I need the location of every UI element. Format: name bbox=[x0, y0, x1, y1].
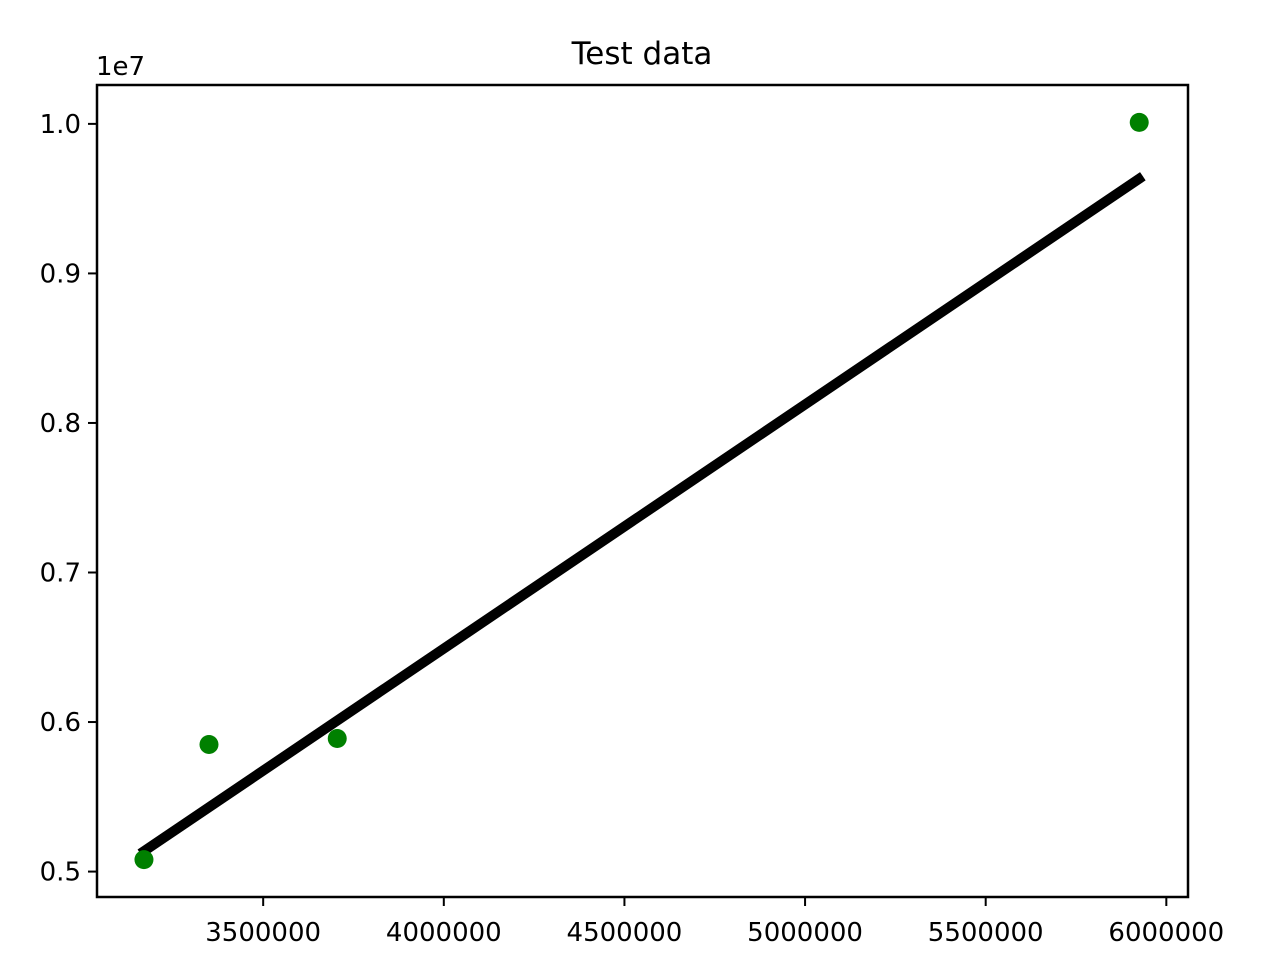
data-point bbox=[134, 850, 154, 870]
chart-title: Test data bbox=[571, 36, 713, 72]
y-tick-label: 0.5 bbox=[40, 858, 81, 888]
x-tick-label: 5000000 bbox=[747, 918, 863, 948]
x-tick-label: 6000000 bbox=[1108, 918, 1224, 948]
x-axis: 3500000 4000000 4500000 5000000 5500000 60000… bbox=[205, 897, 1224, 948]
x-tick-label: 4500000 bbox=[567, 918, 683, 948]
fit-line bbox=[137, 172, 1146, 858]
data-points-layer bbox=[134, 112, 1149, 870]
x-tick-label: 5500000 bbox=[928, 918, 1044, 948]
data-point bbox=[1129, 112, 1149, 132]
y-tick-label: 1.0 bbox=[40, 110, 81, 140]
plot-area-frame bbox=[95, 83, 1190, 899]
x-tick-label: 3500000 bbox=[205, 918, 321, 948]
y-offset-label: 1e7 bbox=[96, 52, 145, 82]
y-tick-label: 0.8 bbox=[40, 409, 81, 439]
fit-line-layer bbox=[137, 172, 1146, 858]
y-tick-label: 0.7 bbox=[40, 558, 81, 588]
x-tick-label: 4000000 bbox=[386, 918, 502, 948]
data-point bbox=[327, 728, 347, 748]
data-point bbox=[199, 734, 219, 754]
y-tick-label: 0.9 bbox=[40, 259, 81, 289]
y-axis: 0.5 0.6 0.7 0.8 0.9 1.0 bbox=[40, 110, 97, 888]
y-tick-label: 0.6 bbox=[40, 708, 81, 738]
